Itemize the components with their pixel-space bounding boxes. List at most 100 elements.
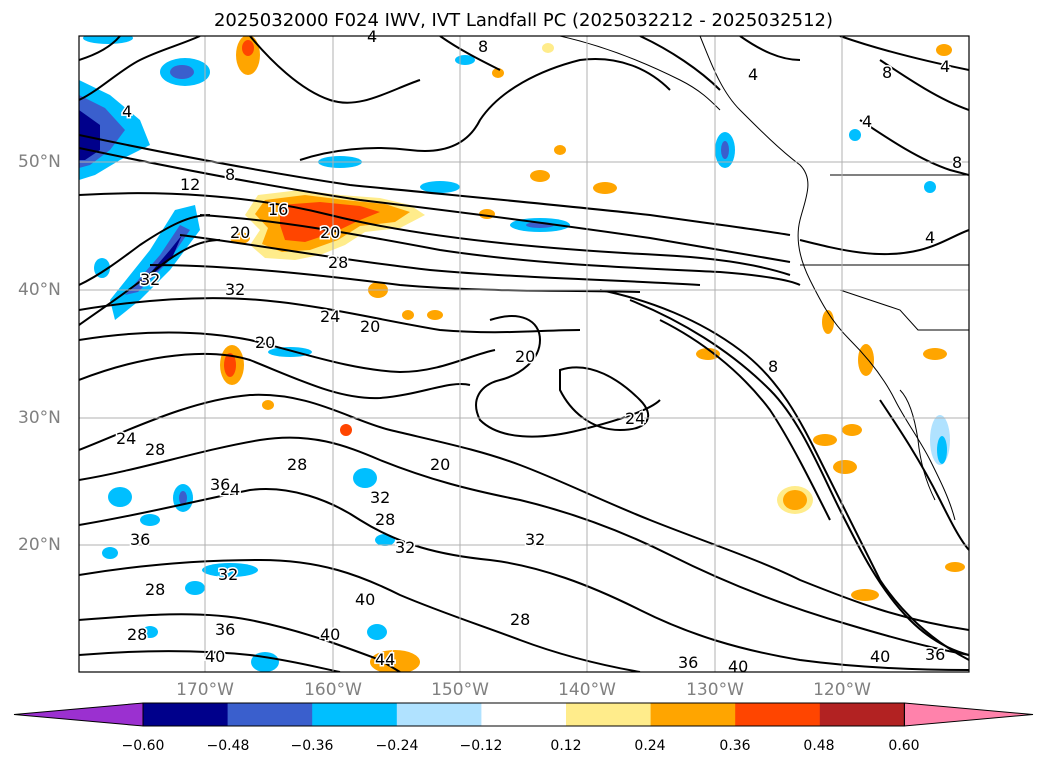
shade-blue-band-inner [125, 225, 190, 295]
shade-yellow-patch [542, 43, 554, 53]
colorbar-tick-label: −0.36 [290, 738, 334, 754]
colorbar-segment [650, 703, 736, 726]
contour-label: 20 [430, 455, 450, 474]
shade-orange-patch [851, 589, 879, 601]
shading-layer [79, 36, 965, 672]
contour-label: 20 [360, 317, 380, 336]
colorbar-segment [819, 703, 905, 726]
contour-label: 20 [230, 223, 250, 242]
colorbar-segment [396, 703, 482, 726]
contour-label: 28 [328, 253, 348, 272]
contour-label: 40 [728, 657, 748, 676]
shade-blue-patch [202, 563, 258, 577]
colorbar-extend-min [13, 702, 144, 727]
shade-orange-patch [858, 344, 874, 376]
contour-label: 32 [370, 488, 390, 507]
contour-label: 4 [122, 102, 132, 121]
shade-orange-patch [813, 434, 837, 446]
contour-label: 32 [395, 538, 415, 557]
shade-red-patch [242, 40, 254, 56]
contour-label: 36 [215, 620, 235, 639]
lat-label-30n: 30°N [18, 408, 61, 428]
colorbar-extend-max [903, 702, 1034, 727]
shade-orange-patch [696, 348, 720, 360]
contour-label: 28 [375, 510, 395, 529]
shade-orange-patch [530, 170, 550, 182]
contour-label: 8 [882, 63, 892, 82]
shade-orange-patch [936, 44, 952, 56]
contour-label: 8 [225, 165, 235, 184]
contour-label: 4 [862, 112, 872, 131]
colorbar-segment [735, 703, 821, 726]
contour-label: 36 [678, 653, 698, 672]
shade-orange-patch [402, 310, 414, 320]
shade-orange-patch [492, 68, 504, 78]
shade-blue-patch [170, 65, 194, 79]
shade-blue-patch [937, 436, 947, 464]
shade-red-orange [280, 202, 380, 242]
lon-label-120w: 120°W [813, 680, 871, 700]
lat-label-40n: 40°N [18, 280, 61, 300]
shade-orange-patch [370, 650, 420, 672]
plot-border [78, 35, 970, 673]
shade-orange-patch [230, 232, 250, 244]
lon-label-150w: 150°W [431, 680, 489, 700]
contour-label: 36 [925, 645, 945, 664]
contour-label: 24 [220, 480, 240, 499]
contour-label: 28 [287, 455, 307, 474]
map-layers [79, 36, 969, 672]
contour-label: 32 [140, 270, 160, 289]
colorbar-tick-label: 0.48 [803, 738, 835, 754]
colorbar-segment [566, 703, 652, 726]
contour-label: 32 [525, 530, 545, 549]
contour-label: 28 [145, 440, 165, 459]
colorbar [13, 702, 1034, 727]
shade-orange-patch [593, 182, 617, 194]
map-title: 2025032000 F024 IWV, IVT Landfall PC (20… [213, 10, 834, 31]
shade-orange-patch [262, 400, 274, 410]
shade-blue-patch [367, 624, 387, 640]
colorbar-tick-label: 0.12 [550, 738, 582, 754]
contour-label: 28 [127, 625, 147, 644]
shade-red-patch [224, 353, 236, 377]
contour-label: 20 [515, 347, 535, 366]
contour-layer [79, 36, 969, 672]
colorbar-tick-label: −0.24 [375, 738, 419, 754]
contour-label: 8 [478, 37, 488, 56]
contour-label: 4 [748, 65, 758, 84]
shade-blue-patch [140, 514, 160, 526]
shade-blue-patch [849, 129, 861, 141]
contour-label: 24 [116, 429, 136, 448]
contour-label: 16 [268, 200, 288, 219]
contour-label: 8 [952, 153, 962, 172]
contour-label: 32 [225, 280, 245, 299]
colorbar-tick-label: −0.48 [206, 738, 250, 754]
shade-blue-patch [108, 487, 132, 507]
contour-label: 20 [320, 223, 340, 242]
contour-label: 12 [180, 175, 200, 194]
shade-blue-patch [420, 181, 460, 193]
colorbar-tick-label: 0.60 [888, 738, 920, 754]
lon-label-140w: 140°W [558, 680, 616, 700]
contour-label: 40 [355, 590, 375, 609]
contour-label: 32 [218, 565, 238, 584]
shade-blue-patch [924, 181, 936, 193]
contour-label: 44 [375, 650, 395, 669]
colorbar-border [142, 702, 905, 727]
shade-orange-patch [923, 348, 947, 360]
contour-label: 8 [768, 357, 778, 376]
shade-orange-patch [783, 490, 807, 510]
contour-label: 4 [940, 57, 950, 76]
shade-blue-patch [179, 491, 187, 505]
colorbar-tick-label: −0.60 [121, 738, 165, 754]
shade-orange-patch [427, 310, 443, 320]
colorbar-tick-label: −0.12 [459, 738, 503, 754]
contour-label: 28 [510, 610, 530, 629]
shade-orange-patch [945, 562, 965, 572]
shade-orange-patch [822, 310, 834, 334]
shade-red-patch [340, 424, 352, 436]
colorbar-segment [481, 703, 567, 726]
shade-blue-patch [268, 347, 312, 357]
shade-blue-patch [721, 141, 729, 159]
